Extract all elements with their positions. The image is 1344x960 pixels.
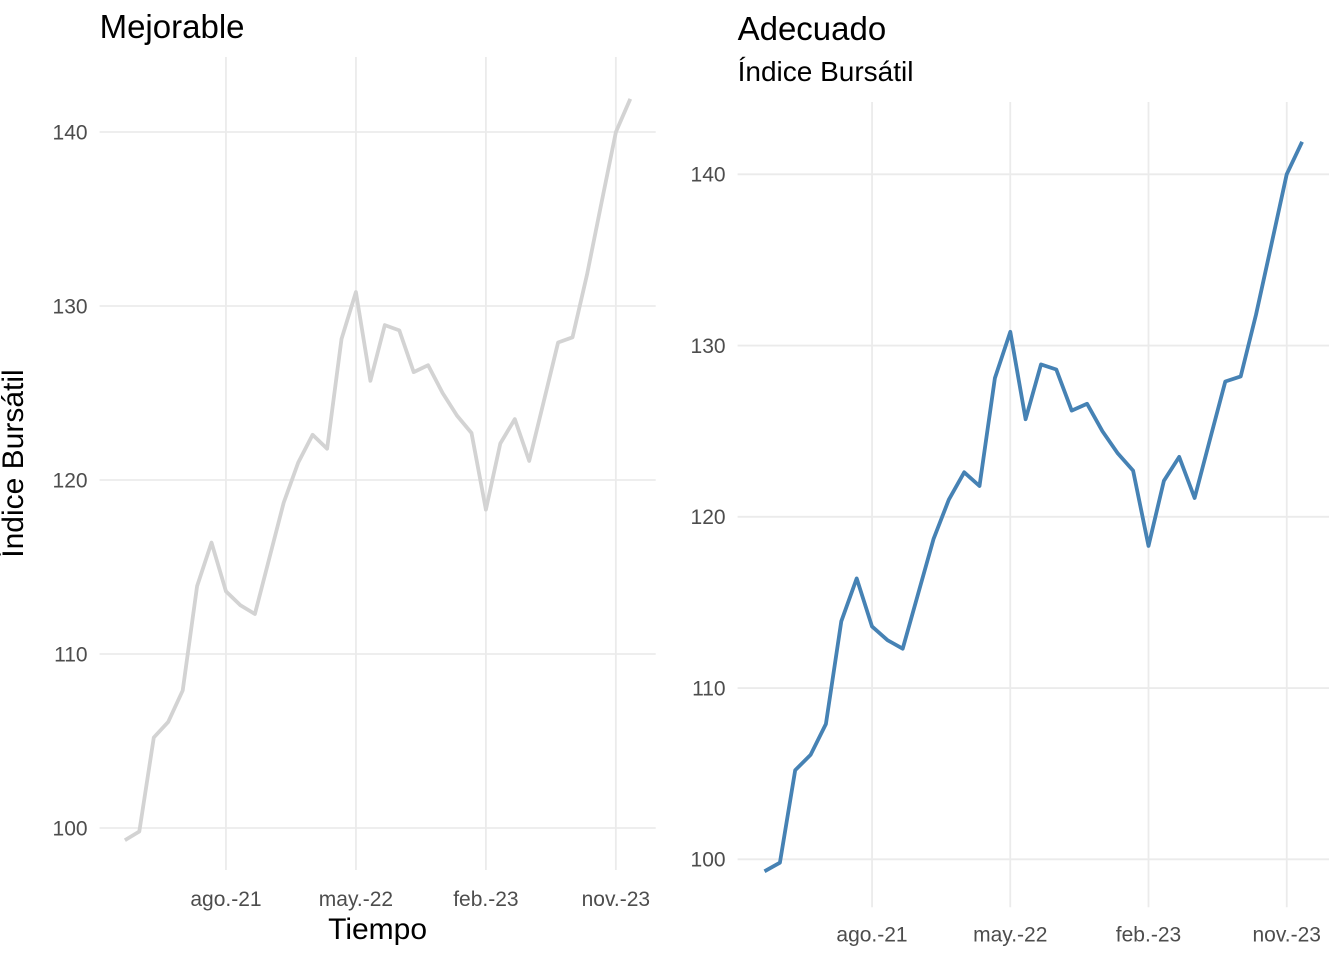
line-series [763, 140, 1304, 873]
y-axis-title: Índice Bursátil [0, 369, 30, 557]
chart-title: Mejorable [100, 8, 245, 45]
chart-subtitle: Índice Bursátil [738, 56, 914, 87]
line-series [123, 98, 633, 842]
series-adecuado-line [763, 140, 1304, 873]
y-tick-label: 100 [53, 817, 88, 840]
chart-mejorable: 100 110 120 130 140 ago.-21 may.-22 feb.-23 nov.… [0, 8, 656, 946]
chart-adecuado: 100 110 120 130 140 ago.-21 may.-22 feb.-23 nov.… [691, 10, 1329, 947]
x-tick-label: ago.-21 [190, 888, 261, 911]
x-tick-label: nov.-23 [582, 888, 651, 911]
gridlines [99, 57, 656, 870]
y-tick-label: 140 [691, 164, 726, 187]
y-tick-label: 100 [691, 849, 726, 872]
x-tick-label: ago.-21 [836, 924, 907, 947]
x-tick-label: feb.-23 [453, 888, 518, 911]
x-tick-label: feb.-23 [1116, 924, 1181, 947]
y-tick-label: 110 [692, 677, 725, 700]
x-tick-label: may.-22 [973, 924, 1047, 947]
chart-title: Adecuado [738, 10, 887, 47]
x-tick-label: nov.-23 [1252, 924, 1321, 947]
axis-tick-labels: 100 110 120 130 140 ago.-21 may.-22 feb.-23 nov.… [691, 164, 1321, 947]
y-tick-label: 120 [53, 469, 88, 492]
y-tick-label: 110 [54, 643, 87, 666]
y-tick-label: 130 [53, 295, 88, 318]
x-axis-title: Tiempo [328, 913, 427, 946]
y-tick-label: 140 [53, 121, 88, 144]
series-mejorable-line [123, 98, 633, 842]
gridlines [737, 102, 1329, 908]
axis-tick-labels: 100 110 120 130 140 ago.-21 may.-22 feb.-23 nov.… [53, 121, 651, 911]
y-tick-label: 120 [691, 506, 726, 529]
y-tick-label: 130 [691, 335, 726, 358]
x-tick-label: may.-22 [319, 888, 393, 911]
